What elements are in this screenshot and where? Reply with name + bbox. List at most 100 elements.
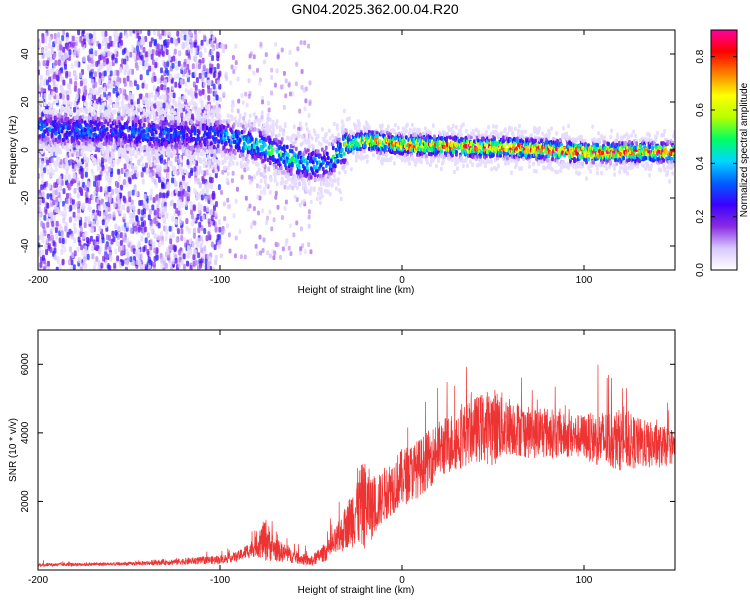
heatmap-noise-cell — [217, 219, 221, 226]
heatmap-noise-cell — [46, 168, 50, 175]
heatmap-noise-cell — [68, 174, 72, 181]
heatmap-ridge-cell — [197, 148, 201, 153]
heatmap-ridge-cell — [103, 169, 107, 174]
heatmap-noise-cell — [151, 49, 155, 56]
heatmap-noise-cell — [225, 76, 229, 82]
heatmap-ridge-cell — [338, 189, 342, 195]
heatmap-ridge-cell — [39, 117, 43, 122]
heatmap-noise-cell — [287, 245, 291, 251]
heatmap-ridge-cell — [183, 94, 187, 99]
heatmap-ridge-cell — [181, 103, 185, 109]
heatmap-noise-cell — [128, 68, 132, 75]
heatmap-ridge-cell — [83, 153, 87, 158]
heatmap-noise-cell — [54, 59, 58, 66]
heatmap-noise-cell — [207, 94, 211, 101]
heatmap-ridge-cell — [121, 110, 125, 116]
heatmap-noise-cell — [202, 34, 206, 41]
heatmap-noise-cell — [194, 33, 198, 40]
heatmap-noise-cell — [87, 197, 91, 204]
heatmap-ridge-cell — [274, 134, 278, 139]
heatmap-noise-cell — [171, 258, 175, 265]
heatmap-ridge-cell — [149, 152, 153, 158]
heatmap-noise-cell — [298, 246, 302, 252]
heatmap-noise-cell — [93, 260, 97, 267]
heatmap-ridge-cell — [79, 107, 83, 112]
heatmap-noise-cell — [88, 106, 92, 113]
heatmap-noise-cell — [208, 79, 212, 86]
heatmap-ridge-cell — [146, 118, 150, 124]
heatmap-ridge-cell — [196, 144, 200, 150]
heatmap-noise-cell — [113, 262, 117, 269]
heatmap-noise-cell — [185, 225, 189, 232]
heatmap-noise-cell — [93, 71, 97, 78]
heatmap-ridge-cell — [270, 151, 274, 156]
heatmap-noise-cell — [91, 78, 95, 85]
heatmap-ridge-cell — [131, 105, 135, 110]
heatmap-ridge-cell — [52, 100, 56, 105]
heatmap-ridge-cell — [150, 143, 154, 149]
heatmap-ridge-cell — [60, 115, 64, 120]
heatmap-noise-cell — [125, 180, 129, 187]
heatmap-noise-cell — [126, 259, 130, 266]
heatmap-noise-cell — [161, 197, 165, 204]
heatmap-noise-cell — [82, 233, 86, 240]
heatmap-noise-cell — [155, 254, 159, 261]
heatmap-noise-cell — [144, 51, 148, 58]
heatmap-noise-cell — [203, 205, 207, 212]
heatmap-ridge-cell — [275, 119, 279, 124]
heatmap-ridge-cell — [243, 112, 247, 117]
heatmap-noise-cell — [124, 266, 128, 270]
heatmap-noise-cell — [74, 164, 78, 171]
heatmap-noise-cell — [108, 186, 112, 193]
heatmap-ridge-cell — [151, 107, 155, 113]
heatmap-noise-cell — [200, 235, 204, 242]
heatmap-noise-cell — [130, 199, 134, 206]
heatmap-noise-cell — [79, 188, 83, 195]
heatmap-noise-cell — [199, 243, 203, 250]
heatmap-noise-cell — [172, 92, 176, 99]
heatmap-ridge-cell — [182, 116, 186, 122]
heatmap-ridge-cell — [271, 128, 275, 133]
heatmap-ridge-cell — [197, 130, 201, 135]
heatmap-noise-cell — [193, 56, 197, 63]
heatmap-ridge-cell — [81, 114, 85, 120]
heatmap-noise-cell — [117, 225, 121, 232]
heatmap-noise-cell — [157, 222, 161, 229]
heatmap-noise-cell — [209, 177, 213, 184]
heatmap-noise-cell — [231, 170, 235, 176]
heatmap-noise-cell — [210, 215, 214, 222]
heatmap-noise-cell — [89, 235, 93, 242]
heatmap-noise-cell — [232, 68, 236, 74]
heatmap-ridge-cell — [261, 163, 265, 168]
heatmap-ridge-cell — [203, 110, 207, 115]
heatmap-ridge-cell — [229, 158, 233, 163]
heatmap-noise-cell — [177, 261, 181, 268]
heatmap-ridge-cell — [340, 119, 344, 124]
heatmap-ridge-cell — [298, 202, 302, 208]
heatmap-ridge-cell — [332, 121, 336, 127]
heatmap-noise-cell — [106, 66, 110, 73]
heatmap-ridge-cell — [148, 156, 152, 162]
heatmap-ridge-cell — [112, 103, 116, 108]
heatmap-noise-cell — [161, 181, 165, 188]
heatmap-noise-cell — [244, 91, 248, 97]
heatmap-noise-cell — [46, 221, 50, 228]
heatmap-ridge-cell — [172, 170, 176, 175]
heatmap-noise-cell — [259, 171, 263, 177]
heatmap-noise-cell — [300, 84, 304, 90]
heatmap-noise-cell — [86, 187, 90, 194]
heatmap-noise-cell — [96, 198, 100, 205]
heatmap-noise-cell — [136, 98, 140, 105]
heatmap-noise-cell — [84, 245, 88, 252]
heatmap-ridge-cell — [112, 159, 116, 165]
heatmap-noise-cell — [41, 37, 45, 44]
heatmap-noise-cell — [128, 196, 132, 203]
heatmap-ridge-cell — [79, 144, 83, 149]
heatmap-noise-cell — [205, 39, 209, 46]
heatmap-noise-cell — [74, 81, 78, 88]
heatmap-noise-cell — [74, 60, 78, 67]
heatmap-ridge-cell — [161, 150, 165, 155]
heatmap-noise-cell — [156, 234, 160, 241]
heatmap-ridge-cell — [157, 139, 161, 144]
heatmap-ridge-cell — [173, 149, 177, 155]
